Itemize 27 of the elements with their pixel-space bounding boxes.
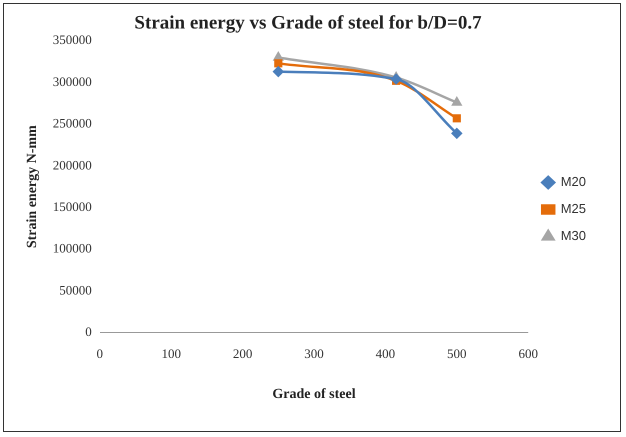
x-tick-label: 300 [304, 346, 324, 361]
y-tick-label: 50000 [59, 282, 92, 298]
x-axis-title: Grade of steel [272, 387, 356, 402]
point [452, 128, 462, 139]
y-tick-label: 200000 [52, 157, 92, 172]
x-tick-label: 0 [96, 346, 104, 361]
point [452, 114, 461, 122]
point [452, 97, 462, 106]
x-tick-label: 400 [376, 346, 396, 361]
y-tick-label: 0 [85, 324, 92, 340]
point [274, 59, 282, 68]
x-tick-label: 200 [232, 346, 252, 361]
y-tick-label: 350000 [52, 32, 92, 48]
x-tick-label: 600 [518, 346, 538, 361]
y-tick-label: 300000 [52, 74, 92, 89]
legend-label: M20 [560, 174, 586, 190]
y-axis-title: Strain energy N-mm [25, 124, 40, 248]
point [273, 66, 284, 77]
y-tick-label: 100000 [52, 240, 92, 256]
legend-label: M25 [560, 201, 586, 216]
point [390, 74, 402, 84]
chart-title: Strain energy vs Grade of steel for b/D=0.7 [134, 12, 482, 34]
x-tick-label: 100 [161, 346, 181, 361]
legend-label: M30 [560, 228, 586, 244]
y-tick-label: 250000 [52, 116, 92, 131]
y-tick-label: 150000 [52, 198, 92, 214]
x-tick-label: 500 [447, 346, 467, 361]
